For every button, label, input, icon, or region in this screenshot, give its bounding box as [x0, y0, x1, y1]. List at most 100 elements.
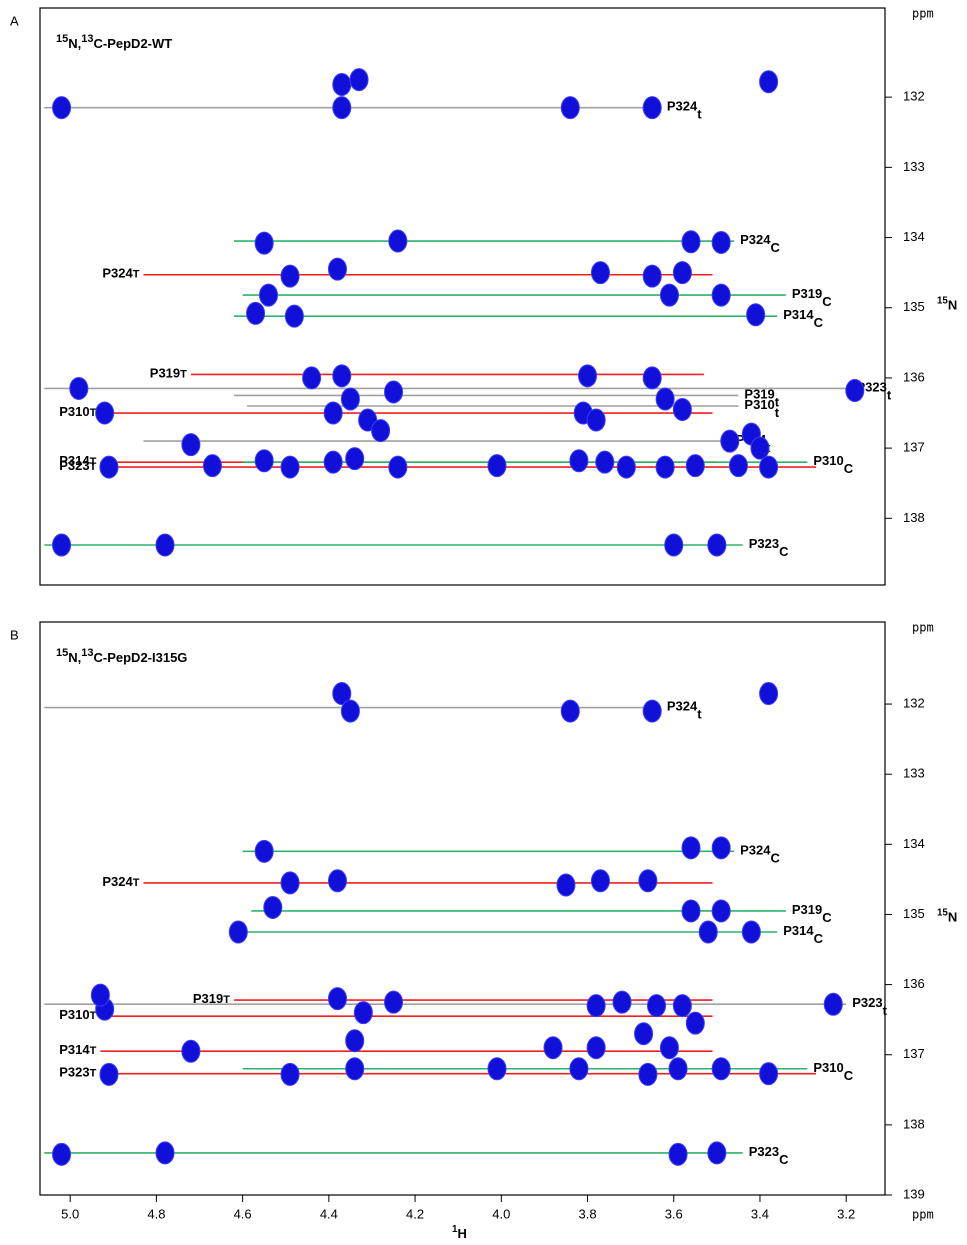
peak	[203, 455, 221, 477]
assignment-name: P319	[792, 902, 822, 917]
assignment-label: P324T	[102, 874, 139, 889]
assignment-name: P319	[150, 366, 180, 381]
assignment-sub: T	[90, 1068, 97, 1080]
y-tick-label: 137	[903, 440, 925, 455]
assignment-sub: C	[779, 544, 789, 559]
assignment-name: P324	[102, 266, 133, 281]
peak	[643, 265, 661, 287]
peak	[324, 451, 342, 473]
peak	[389, 456, 407, 478]
title-text: C-PepD2-WT	[94, 36, 173, 51]
peak	[264, 896, 282, 918]
x-tick-label: 3.2	[837, 1206, 855, 1221]
x-unit: ppm	[912, 1208, 934, 1222]
y-tick-label: 137	[903, 1046, 925, 1061]
title-text: N,	[68, 650, 81, 665]
y-axis-label-sup: 15	[937, 908, 948, 919]
peak	[156, 534, 174, 556]
peak	[682, 231, 700, 253]
peak	[665, 534, 683, 556]
assignment-label: P310t	[744, 397, 779, 420]
peak	[699, 921, 717, 943]
y-tick-label: 139	[903, 1186, 925, 1201]
peak	[96, 402, 114, 424]
assignment-name: P310	[59, 1008, 89, 1023]
assignment-sub: T	[90, 461, 97, 473]
peak	[712, 837, 730, 859]
peak	[346, 448, 364, 470]
peak	[712, 1058, 730, 1080]
assignment-label: P323C	[749, 536, 789, 559]
assignment-name: P310	[59, 404, 89, 419]
peak	[281, 265, 299, 287]
peak	[488, 455, 506, 477]
peak	[285, 305, 303, 327]
y-tick-label: 136	[903, 976, 925, 991]
peak	[303, 367, 321, 389]
assignment-sub: T	[223, 994, 230, 1006]
assignment-name: P323	[749, 536, 779, 551]
peak	[281, 872, 299, 894]
peak	[673, 262, 691, 284]
assignment-name: P314	[59, 1043, 90, 1058]
peak	[635, 1023, 653, 1045]
assignment-label: P310T	[59, 1008, 96, 1023]
assignment-name: P323	[59, 459, 89, 474]
peak	[561, 97, 579, 119]
peak	[686, 1012, 704, 1034]
peak	[656, 456, 674, 478]
y-axis-label-text: N	[948, 910, 957, 925]
x-tick-label: 4.4	[320, 1206, 338, 1221]
title-sup: 15	[56, 33, 68, 45]
peak	[557, 874, 575, 896]
peak	[570, 450, 588, 472]
assignment-name: P314	[783, 308, 814, 323]
peak	[686, 455, 704, 477]
plot-frame	[40, 8, 885, 585]
peak	[760, 1063, 778, 1085]
assignment-label: P323T	[59, 459, 96, 474]
assignment-name: P323	[852, 996, 882, 1011]
assignment-sub: t	[775, 405, 780, 420]
peak	[712, 284, 730, 306]
assignment-sub: C	[770, 850, 780, 865]
x-tick-label: 3.8	[578, 1206, 596, 1221]
peak	[579, 365, 597, 387]
peak	[247, 302, 265, 324]
assignment-sub: t	[883, 1003, 888, 1018]
peak	[760, 683, 778, 705]
title-text: C-PepD2-I315G	[94, 650, 188, 665]
assignment-label: P324t	[667, 99, 702, 122]
assignment-sub: C	[770, 240, 780, 255]
assignment-name: P324	[102, 874, 133, 889]
assignment-label: P324C	[740, 843, 780, 866]
assignment-name: P324	[667, 699, 698, 714]
peak	[846, 380, 864, 402]
peak	[341, 388, 359, 410]
y-tick-label: 132	[903, 695, 925, 710]
y-unit: ppm	[912, 7, 934, 21]
y-tick-label: 133	[903, 766, 925, 781]
peak	[53, 1143, 71, 1165]
assignment-name: P323	[749, 1144, 779, 1159]
x-tick-label: 4.6	[234, 1206, 252, 1221]
y-axis-label: 15N	[937, 908, 957, 925]
peak	[259, 284, 277, 306]
peak	[682, 837, 700, 859]
peak	[587, 995, 605, 1017]
assignment-name: P324	[740, 232, 771, 247]
assignment-label: P319C	[792, 287, 832, 310]
panel-title: 15N,13C-PepD2-WT	[56, 33, 172, 52]
assignment-sub: T	[133, 269, 140, 281]
peak	[488, 1058, 506, 1080]
peak	[639, 870, 657, 892]
peak	[682, 900, 700, 922]
peak	[333, 365, 351, 387]
y-tick-label: 134	[903, 229, 925, 244]
peak	[747, 304, 765, 326]
assignment-sub: t	[697, 707, 702, 722]
assignment-sub: C	[779, 1152, 789, 1167]
panel-title: 15N,13C-PepD2-I315G	[56, 647, 187, 666]
peak	[182, 1040, 200, 1062]
peak	[328, 988, 346, 1010]
